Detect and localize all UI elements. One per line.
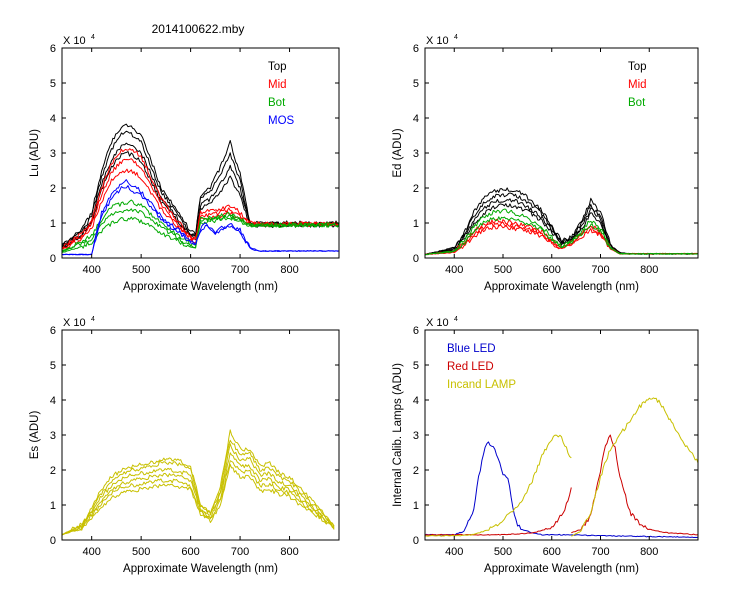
x-tick-label: 400	[82, 264, 100, 276]
y-axis-label: Internal Calib. Lamps (ADU)	[392, 363, 404, 507]
y-tick-label: 1	[50, 218, 56, 230]
y-tick-label: 0	[50, 535, 56, 547]
series-line-blue-led-1	[425, 441, 698, 538]
series-line-red-led-2-1	[571, 434, 698, 536]
panel-ed: 400 500 600 700 800 0 1 2 3 4 5 6 X 10 4 Approximate W…	[392, 34, 699, 293]
y-tick-label: 1	[413, 500, 419, 512]
series-group	[425, 187, 698, 256]
y-tick-label: 5	[413, 360, 419, 372]
y-tick-label: 6	[50, 43, 56, 55]
series-line-es-3	[62, 443, 335, 536]
y-tick-label: 2	[413, 465, 419, 477]
x-tick-label: 700	[591, 264, 609, 276]
y-tick-label: 5	[50, 360, 56, 372]
x-tick-label: 600	[181, 264, 199, 276]
series-group	[425, 397, 698, 538]
series-line-es-6	[62, 463, 335, 536]
y-axis-label: Ed (ADU)	[392, 128, 404, 177]
series-line-es-4	[62, 452, 335, 535]
series-line-es-1	[62, 429, 335, 536]
legend-entry-bot: Bot	[628, 97, 646, 109]
x-tick-label: 500	[494, 264, 512, 276]
x-tick-label: 800	[640, 264, 658, 276]
legend-entry-blue-led: Blue LED	[447, 343, 496, 355]
y-multiplier-exponent: 4	[91, 34, 95, 41]
series-line-red-led-1	[425, 487, 572, 536]
legend-entry-incand-lamp: Incand LAMP	[447, 379, 516, 391]
y-tick-label: 1	[413, 218, 419, 230]
series-line-bot-3	[62, 216, 339, 253]
legend-entry-top: Top	[268, 61, 287, 73]
y-tick-label: 2	[413, 183, 419, 195]
y-tick-label: 6	[413, 43, 419, 55]
x-tick-label: 400	[445, 546, 463, 558]
legend-entry-top: Top	[628, 61, 647, 73]
x-tick-label: 600	[543, 546, 561, 558]
x-tick-label: 700	[591, 546, 609, 558]
y-multiplier-exponent: 4	[91, 316, 95, 323]
series-line-bot-2	[425, 216, 698, 256]
series-line-es-2	[62, 439, 335, 535]
series-line-es-5	[62, 460, 335, 536]
y-axis-label: Lu (ADU)	[29, 129, 41, 177]
y-tick-label: 5	[50, 78, 56, 90]
x-tick-label: 500	[132, 546, 150, 558]
series-line-mos-2	[62, 185, 339, 256]
y-tick-label: 4	[413, 113, 419, 125]
x-tick-label: 600	[543, 264, 561, 276]
legend-entry-mos: MOS	[268, 115, 295, 127]
x-tick-label: 500	[132, 264, 150, 276]
panel-lu: 400 500 600 700 800 0 1 2 3 4 5 6 X 10 4 Approximate W…	[29, 34, 340, 293]
legend-entry-red-led: Red LED	[447, 361, 494, 373]
y-multiplier-exponent: 4	[454, 34, 458, 41]
x-tick-label: 700	[231, 264, 249, 276]
y-tick-label: 1	[50, 500, 56, 512]
y-multiplier-exponent: 4	[454, 316, 458, 323]
x-tick-label: 800	[640, 546, 658, 558]
y-tick-label: 6	[50, 325, 56, 337]
x-axis-label: Approximate Wavelength (nm)	[123, 281, 278, 293]
x-axis-label: Approximate Wavelength (nm)	[123, 563, 278, 575]
x-tick-label: 700	[231, 546, 249, 558]
y-multiplier: X 10	[63, 35, 86, 47]
y-tick-label: 4	[413, 395, 419, 407]
x-axis-label: Approximate Wavelength (nm)	[484, 281, 639, 293]
figure-title: 2014100622.mby	[152, 22, 245, 36]
y-multiplier: X 10	[426, 317, 449, 329]
x-tick-label: 400	[82, 546, 100, 558]
legend-entry-mid: Mid	[268, 79, 287, 91]
x-tick-label: 800	[280, 264, 298, 276]
y-tick-label: 4	[50, 113, 56, 125]
series-line-incand-lamp-2-1	[571, 397, 698, 537]
y-multiplier: X 10	[63, 317, 86, 329]
series-group	[62, 123, 339, 256]
panel-calib: 400 500 600 700 800 0 1 2 3 4 5 6 X 10 4 Approximate W…	[392, 316, 699, 575]
y-tick-label: 0	[50, 253, 56, 265]
y-multiplier: X 10	[426, 35, 449, 47]
x-tick-label: 800	[280, 546, 298, 558]
y-tick-label: 3	[50, 430, 56, 442]
y-tick-label: 3	[413, 430, 419, 442]
y-tick-label: 3	[413, 148, 419, 160]
x-axis-label: Approximate Wavelength (nm)	[484, 563, 639, 575]
y-axis-label: Es (ADU)	[29, 411, 41, 460]
legend-entry-mid: Mid	[628, 79, 647, 91]
x-tick-label: 600	[181, 546, 199, 558]
legend-entry-bot: Bot	[268, 97, 286, 109]
y-tick-label: 4	[50, 395, 56, 407]
y-tick-label: 3	[50, 148, 56, 160]
plot-frame	[424, 47, 699, 259]
series-line-incand-lamp-1	[425, 434, 572, 537]
y-tick-label: 0	[413, 253, 419, 265]
y-tick-label: 2	[50, 183, 56, 195]
panel-es: 400 500 600 700 800 0 1 2 3 4 5 6 X 10 4 Approximate W…	[29, 316, 340, 575]
y-tick-label: 5	[413, 78, 419, 90]
y-tick-label: 0	[413, 535, 419, 547]
series-group	[62, 429, 335, 536]
y-tick-label: 2	[50, 465, 56, 477]
x-tick-label: 400	[445, 264, 463, 276]
y-tick-label: 6	[413, 325, 419, 337]
x-tick-label: 500	[494, 546, 512, 558]
